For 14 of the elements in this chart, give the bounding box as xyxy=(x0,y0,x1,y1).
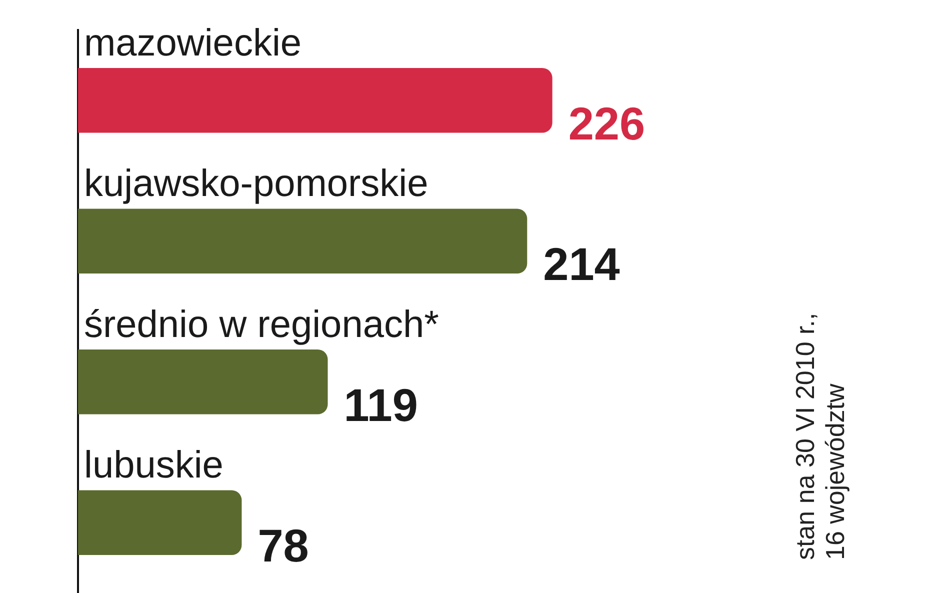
data-label: 214 xyxy=(543,238,620,290)
bar xyxy=(78,350,328,414)
bar xyxy=(78,68,552,133)
data-label: 119 xyxy=(344,378,418,431)
bar xyxy=(78,208,528,274)
data-label: 78 xyxy=(258,520,309,572)
y-tick-label: średnio w regionach* xyxy=(84,304,440,346)
y-tick-label: kujawsko-pomorskie xyxy=(84,163,428,206)
text: stan na 30 VI 2010 r., xyxy=(790,312,820,560)
data-label: 226 xyxy=(568,97,646,150)
text: 16 województw xyxy=(820,382,850,560)
bar xyxy=(78,490,242,555)
y-tick-label: lubuskie xyxy=(84,444,224,487)
y-tick-label: mazowieckie xyxy=(84,22,302,64)
